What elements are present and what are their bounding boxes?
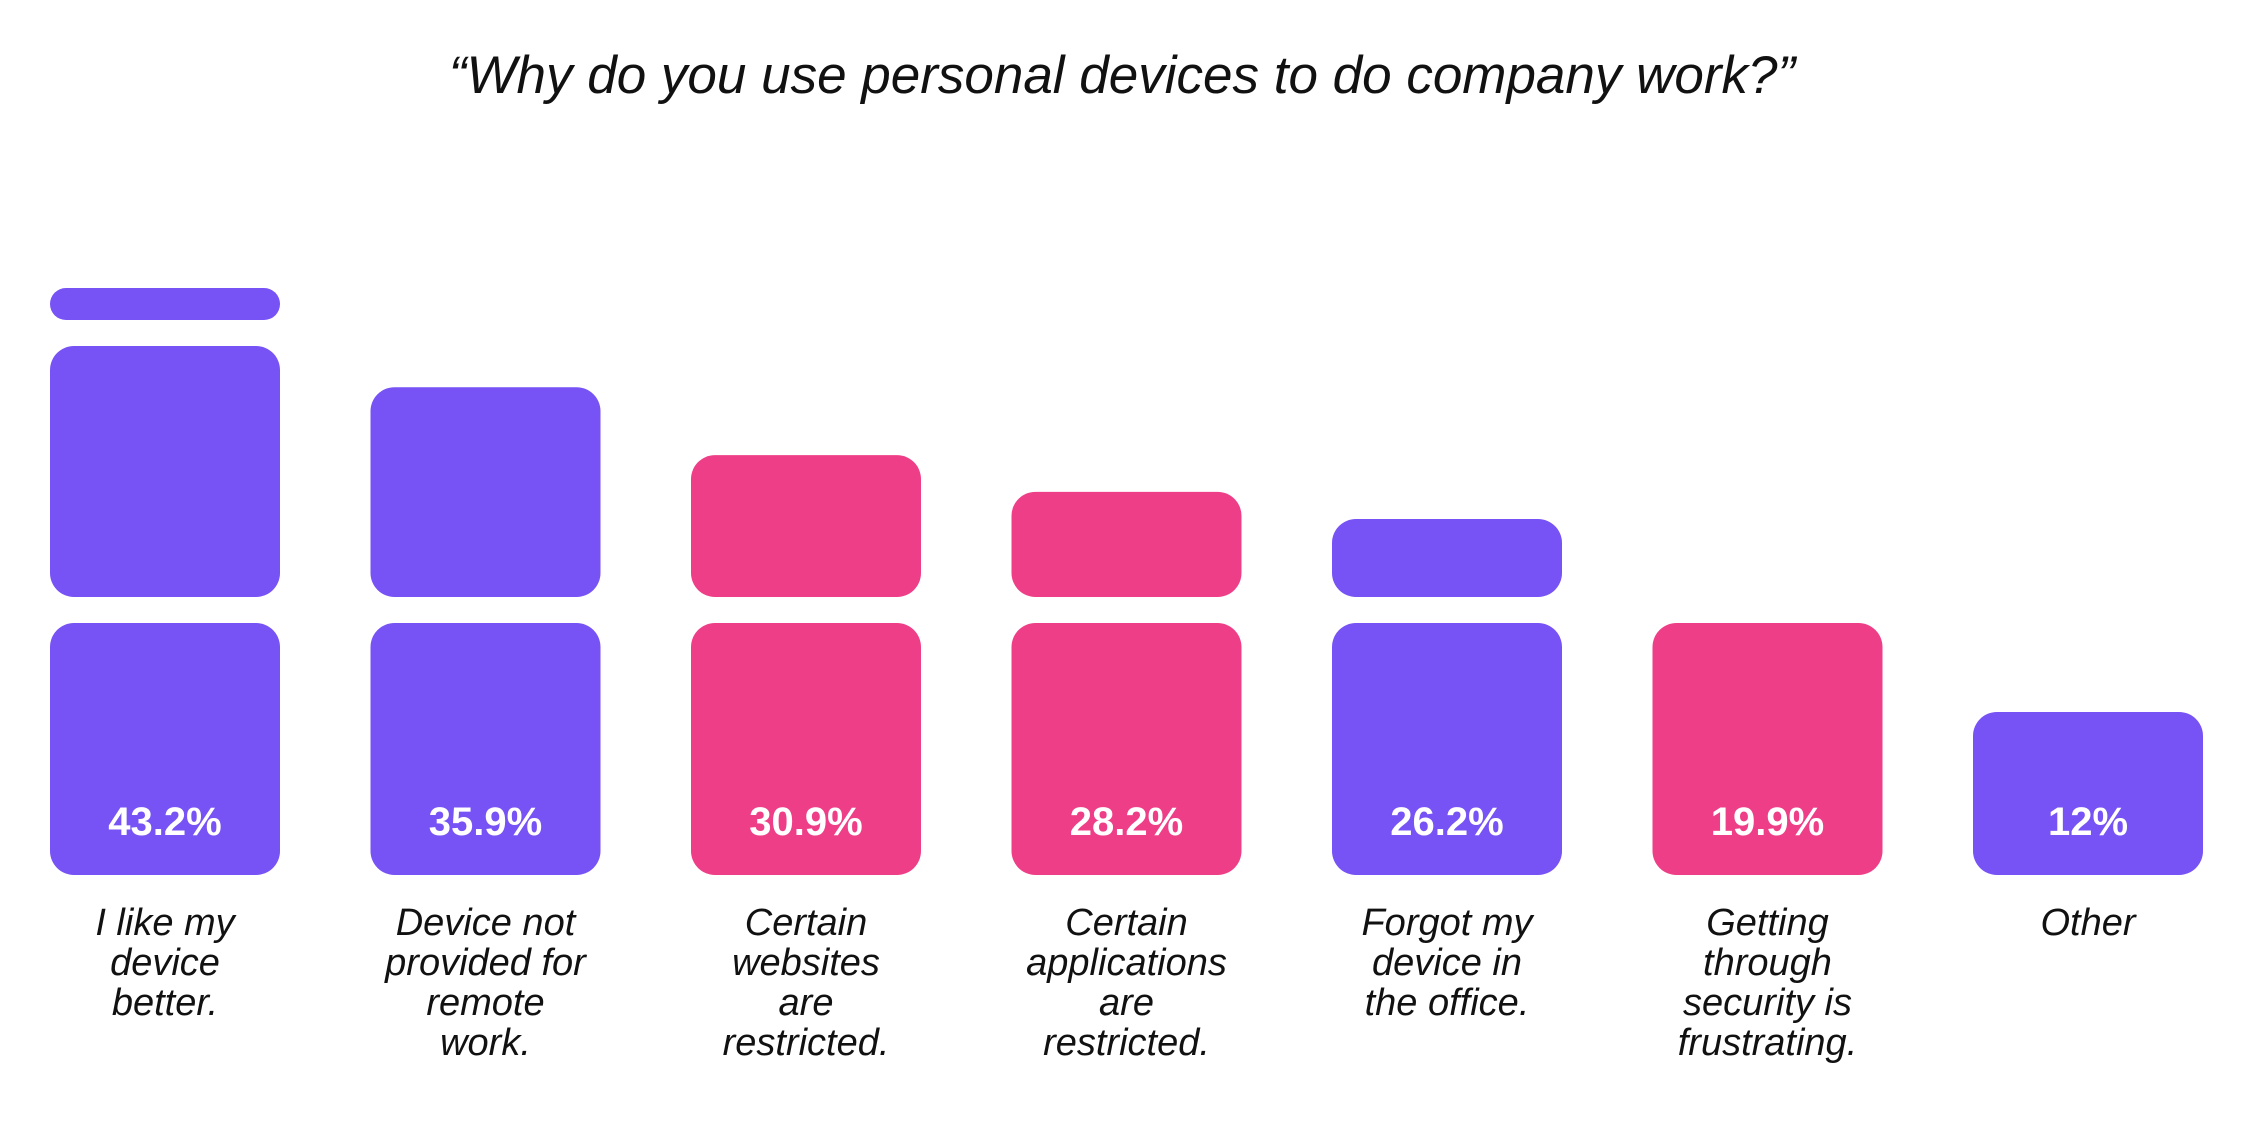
category-label-7-line-1: Other	[2040, 902, 2136, 944]
bar-4-segment-middle	[1011, 491, 1242, 597]
category-label-3-line-1: Certain	[745, 902, 868, 944]
category-label-5-line-1: Forgot my	[1361, 902, 1534, 944]
bar-2-value-label: 35.9%	[429, 800, 542, 844]
category-label-6-line-2: through	[1703, 942, 1832, 984]
bar-5-value-label: 26.2%	[1390, 800, 1503, 844]
bar-3-segment-middle	[691, 455, 921, 597]
category-label-2-line-3: remote	[426, 982, 544, 1024]
bar-5-segment-middle	[1332, 518, 1562, 597]
bar-1-segment-middle	[50, 346, 280, 597]
category-label-2-line-1: Device not	[396, 902, 577, 944]
category-label-3-line-4: restricted.	[723, 1022, 890, 1064]
bar-3-segment-bottom	[691, 623, 921, 875]
category-label-4-line-4: restricted.	[1043, 1022, 1210, 1064]
category-label-3-line-2: websites	[732, 942, 880, 984]
bar-4-segment-bottom	[1011, 623, 1242, 875]
bar-6-segment-bottom	[1652, 623, 1883, 875]
category-label-1: I like my device better.	[95, 902, 236, 1024]
bar-1-segment-top	[50, 288, 280, 320]
category-label-1-line-2: device	[110, 942, 220, 984]
category-label-4-line-3: are	[1099, 982, 1154, 1024]
category-label-2-line-4: work.	[440, 1022, 531, 1064]
category-label-5: Forgot my device in the office.	[1361, 902, 1534, 1024]
category-label-6-line-1: Getting	[1706, 902, 1829, 944]
bar-5-segment-bottom	[1332, 623, 1562, 875]
bar-1-segment-bottom	[50, 623, 280, 875]
bar-3-value-label: 30.9%	[749, 800, 862, 844]
category-label-1-line-1: I like my	[95, 902, 236, 944]
category-label-3-line-3: are	[779, 982, 834, 1024]
category-label-6-line-3: security is	[1683, 982, 1852, 1024]
category-label-1-line-3: better.	[112, 982, 218, 1024]
category-label-5-line-2: device in	[1372, 942, 1522, 984]
bar-1-value-label: 43.2%	[108, 800, 221, 844]
bar-4-value-label: 28.2%	[1070, 800, 1183, 844]
bars-group: 43.2% I like my device better. 35.9% Device n…	[50, 288, 2203, 1064]
category-label-5-line-3: the office.	[1365, 982, 1530, 1024]
category-label-7: Other	[2040, 902, 2136, 944]
bar-7-value-label: 12%	[2048, 800, 2128, 844]
category-label-6: Getting through security is frustrating.	[1678, 902, 1858, 1064]
chart-title: “Why do you use personal devices to do c…	[449, 46, 1798, 105]
category-label-6-line-4: frustrating.	[1678, 1022, 1858, 1064]
category-label-4: Certain applications are restricted.	[1026, 902, 1227, 1064]
category-label-2-line-2: provided for	[384, 942, 587, 984]
bar-6-value-label: 19.9%	[1711, 800, 1824, 844]
category-label-4-line-1: Certain	[1065, 902, 1188, 944]
bar-2-segment-bottom	[370, 623, 601, 875]
bar-2-segment-middle	[370, 387, 601, 597]
bar-7-segment-bottom	[1973, 711, 2203, 875]
category-label-2: Device not provided for remote work.	[384, 902, 587, 1064]
category-label-4-line-2: applications	[1026, 942, 1227, 984]
category-label-3: Certain websites are restricted.	[723, 902, 890, 1064]
